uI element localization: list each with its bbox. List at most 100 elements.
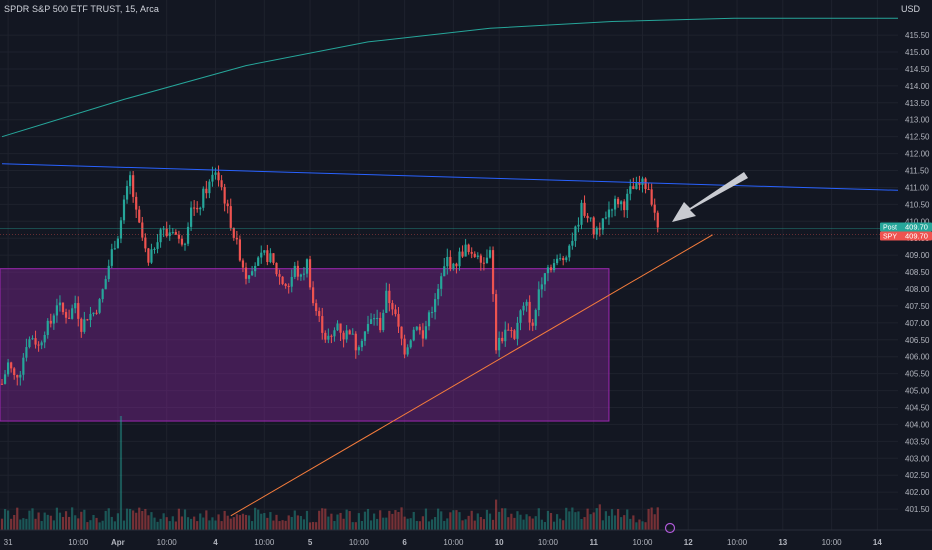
support-trendline — [230, 234, 713, 517]
candle-body — [229, 206, 232, 228]
candle-body — [501, 337, 504, 342]
volume-bar — [89, 520, 92, 530]
volume-bar — [495, 499, 498, 530]
price-tag-bg — [880, 231, 932, 241]
candle-body — [388, 290, 391, 304]
candle-body — [473, 253, 476, 257]
candle-body — [83, 319, 86, 332]
current-price-lines — [0, 228, 898, 235]
volume-bar — [275, 514, 278, 530]
candle-body — [293, 265, 296, 277]
volume-bar — [607, 515, 611, 530]
volume-bar — [174, 521, 177, 530]
volume-bar — [177, 508, 180, 530]
candle-body — [162, 228, 165, 230]
candle-body — [409, 340, 412, 348]
volume-bar — [107, 508, 110, 530]
volume-bar — [501, 508, 504, 530]
volume-bar — [312, 521, 315, 530]
time-tick-label: 10:00 — [443, 538, 464, 547]
candle-body — [623, 201, 626, 211]
candle-body — [95, 312, 98, 314]
event-marker-icon[interactable] — [664, 522, 676, 534]
candle-body — [534, 309, 537, 326]
candle-body — [254, 265, 257, 272]
candle-body — [244, 267, 248, 279]
candle-body — [312, 287, 315, 304]
price-tag-value: 409.70 — [905, 222, 928, 231]
candle-body — [385, 290, 388, 313]
price-axis[interactable]: 401.50 402.00 402.50 403.00 403.50 404.00 404.… — [898, 0, 932, 550]
candle-body — [424, 326, 428, 339]
time-tick-label: 10:00 — [822, 538, 843, 547]
volume-bar — [366, 508, 370, 530]
time-axis[interactable]: 31 10:00 Apr 10:00 4 10:00 5 10:00 6 10:00 10 10:00… — [0, 529, 932, 550]
candle-body — [16, 374, 19, 378]
volume-bar — [626, 509, 629, 530]
volume-bar — [49, 515, 52, 530]
candle-body — [617, 198, 620, 205]
candle-body — [308, 259, 312, 288]
price-tick-label: 410.00 — [905, 217, 930, 226]
volume-bar — [64, 511, 68, 530]
candle-body — [495, 294, 498, 351]
volume-bar — [238, 515, 241, 530]
candle-body — [610, 209, 614, 211]
volume-bar — [656, 507, 659, 530]
candle-body — [302, 273, 306, 275]
price-tick-label: 405.50 — [905, 370, 930, 379]
volume-bar — [180, 516, 184, 530]
candle-body — [559, 258, 562, 260]
volume-bar — [125, 508, 129, 530]
candle-body — [568, 245, 571, 258]
volume-bar — [83, 509, 86, 530]
volume-bar — [647, 508, 650, 530]
volume-bar — [629, 518, 632, 530]
candle-body — [577, 224, 580, 227]
volume-bar — [205, 510, 208, 530]
candle-body — [31, 338, 34, 340]
candle-body — [205, 188, 208, 194]
candle-body — [263, 250, 266, 253]
candle-body — [52, 315, 55, 324]
volume-bar — [113, 521, 116, 530]
currency-label: USD — [900, 4, 920, 14]
candle-body — [132, 175, 135, 197]
time-tick-label: 13 — [778, 538, 787, 547]
volume-bar — [171, 516, 174, 530]
volume-bar — [257, 509, 260, 530]
candle-body — [193, 207, 196, 209]
candle-body — [113, 248, 116, 250]
volume-bar — [217, 514, 220, 530]
candle-body — [92, 312, 95, 314]
candle-body — [214, 172, 217, 175]
volume-bar — [531, 518, 534, 530]
volume-bar — [260, 513, 263, 530]
candle-body — [71, 308, 74, 319]
volume-bar — [470, 510, 473, 530]
candle-body — [232, 227, 235, 238]
volume-bar — [3, 509, 7, 530]
volume-bar — [31, 508, 34, 530]
candle-body — [125, 186, 129, 200]
candle-body — [449, 256, 452, 269]
resistance-trendline — [1, 163, 914, 192]
candle-body — [507, 329, 510, 331]
volume-bar — [61, 516, 65, 530]
candle-body — [235, 237, 238, 240]
volume-bar — [449, 512, 452, 530]
candle-body — [583, 202, 586, 216]
volume-bar — [476, 513, 479, 530]
candle-body — [391, 303, 394, 310]
candle-body — [46, 320, 49, 335]
volume-bar — [446, 518, 449, 530]
candle-body — [49, 320, 52, 324]
volume-bar — [385, 517, 388, 530]
volume-bar — [46, 514, 49, 530]
price-tick-label: 412.50 — [905, 133, 930, 142]
volume-bar — [424, 508, 428, 530]
volume-bar — [244, 514, 248, 530]
candle-body — [147, 248, 150, 263]
volume-bar — [241, 513, 245, 530]
